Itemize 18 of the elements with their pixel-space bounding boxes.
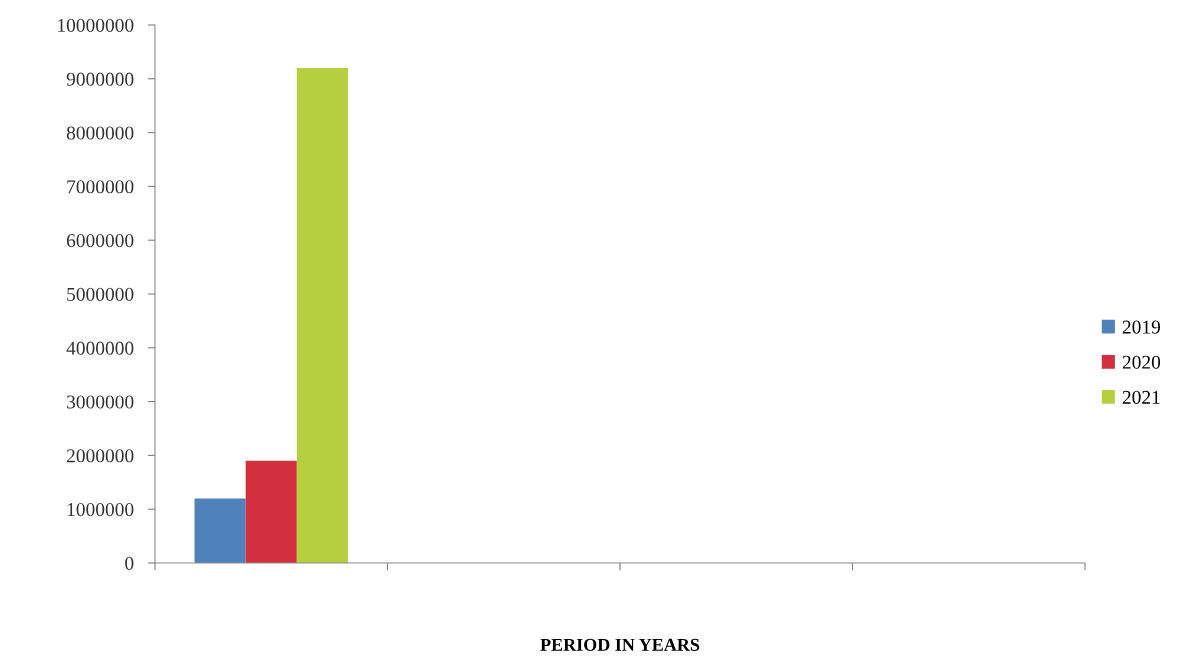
y-tick-label: 7000000	[67, 180, 134, 194]
y-tick-label: 1000000	[67, 503, 134, 517]
y-tick-label: 2000000	[66, 449, 134, 463]
y-tick-label: 6000000	[66, 234, 134, 248]
bar	[296, 68, 348, 563]
y-tick-label: 4000000	[66, 341, 134, 355]
legend-label: 2019	[1122, 320, 1161, 334]
y-tick-label: 5000000	[67, 287, 134, 301]
y-tick-label: 8000000	[66, 126, 134, 140]
legend-label: 2021	[1122, 390, 1160, 404]
bar	[194, 498, 246, 563]
y-tick-label: 10000000	[58, 18, 134, 32]
legend-label: 2020	[1122, 355, 1161, 369]
x-axis-title: PERIOD IN YEARS	[540, 638, 700, 651]
y-tick-label: 9000000	[66, 72, 134, 86]
y-tick-label: 3000000	[67, 395, 134, 409]
bar	[245, 460, 297, 563]
y-tick-label: 0	[125, 556, 134, 570]
